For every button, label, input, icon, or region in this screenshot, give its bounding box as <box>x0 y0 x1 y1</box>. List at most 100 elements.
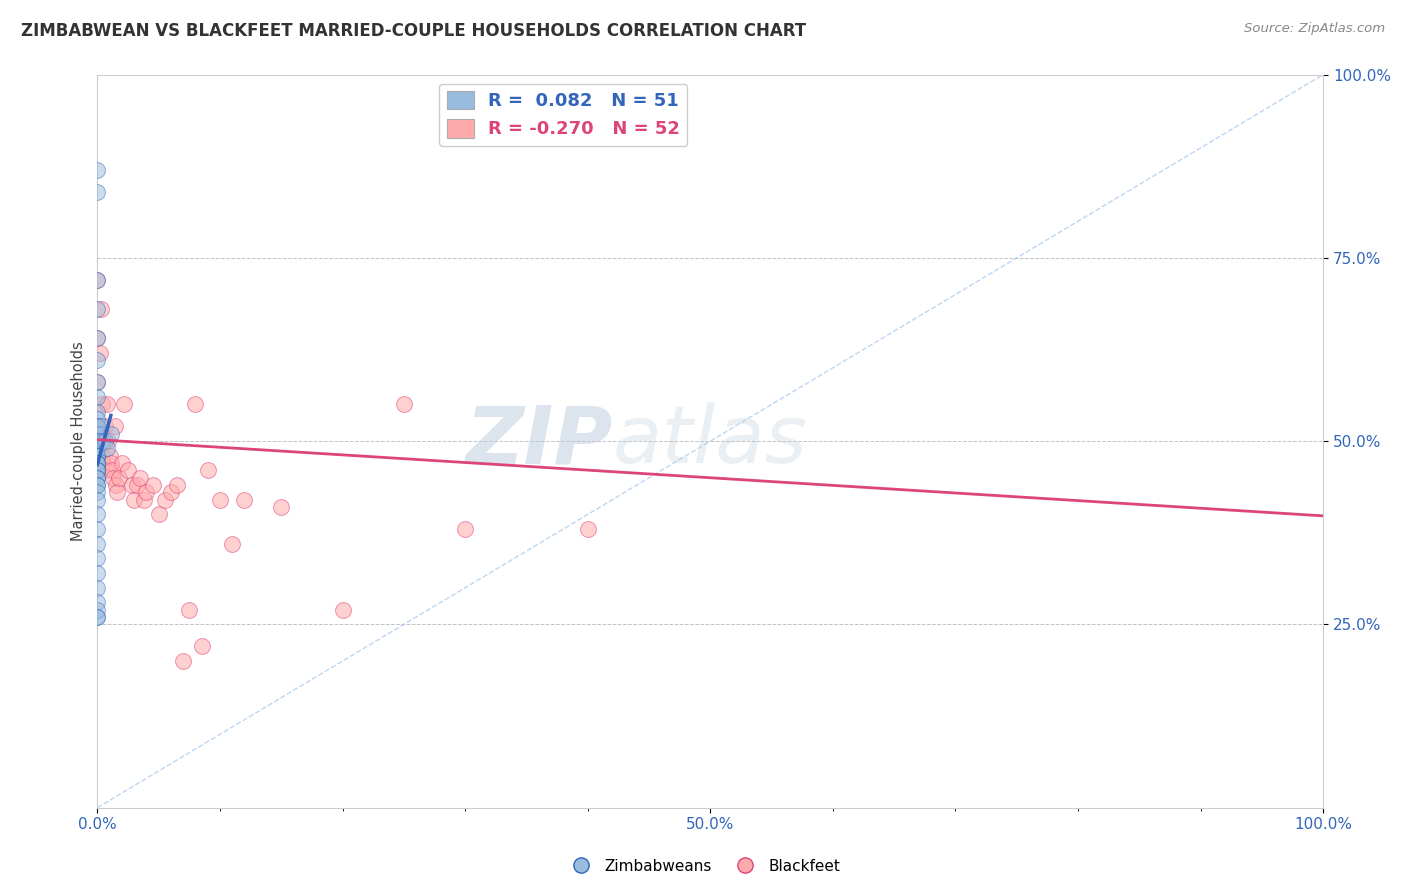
Point <box>86 463 108 477</box>
Point <box>86 485 108 500</box>
Point <box>86 551 108 566</box>
Point <box>86 302 108 317</box>
Point <box>86 566 108 580</box>
Point <box>89 346 111 360</box>
Point <box>86 390 108 404</box>
Point <box>100 456 122 470</box>
Point <box>91 397 114 411</box>
Point <box>96 397 118 411</box>
Point <box>86 376 108 390</box>
Point <box>86 426 108 441</box>
Point <box>86 426 108 441</box>
Point <box>86 581 108 595</box>
Point <box>91 449 114 463</box>
Point <box>132 492 155 507</box>
Point <box>148 508 170 522</box>
Point <box>122 492 145 507</box>
Point <box>86 273 108 287</box>
Point <box>141 478 163 492</box>
Point <box>100 426 122 441</box>
Point <box>86 456 108 470</box>
Point <box>103 471 125 485</box>
Point <box>111 456 134 470</box>
Point <box>86 603 108 617</box>
Point <box>392 397 415 411</box>
Point <box>270 500 292 514</box>
Point <box>86 463 108 477</box>
Point <box>101 463 124 477</box>
Point <box>86 595 108 609</box>
Point <box>86 471 108 485</box>
Point <box>86 471 108 485</box>
Point <box>135 485 157 500</box>
Point <box>86 434 108 449</box>
Point <box>129 471 152 485</box>
Point <box>86 442 108 456</box>
Point <box>91 434 114 449</box>
Point <box>86 508 108 522</box>
Point <box>208 492 231 507</box>
Point <box>86 412 108 426</box>
Point <box>153 492 176 507</box>
Point <box>86 442 108 456</box>
Point <box>166 478 188 492</box>
Point <box>86 185 108 199</box>
Point <box>221 537 243 551</box>
Y-axis label: Married-couple Households: Married-couple Households <box>72 342 86 541</box>
Point <box>93 456 115 470</box>
Point <box>103 419 125 434</box>
Point <box>86 478 108 492</box>
Point <box>86 463 108 477</box>
Legend: R =  0.082   N = 51, R = -0.270   N = 52: R = 0.082 N = 51, R = -0.270 N = 52 <box>439 84 688 145</box>
Point <box>87 434 110 449</box>
Text: ZIMBABWEAN VS BLACKFEET MARRIED-COUPLE HOUSEHOLDS CORRELATION CHART: ZIMBABWEAN VS BLACKFEET MARRIED-COUPLE H… <box>21 22 806 40</box>
Point <box>86 449 108 463</box>
Point <box>125 478 148 492</box>
Point <box>86 419 108 434</box>
Text: Source: ZipAtlas.com: Source: ZipAtlas.com <box>1244 22 1385 36</box>
Point <box>86 449 108 463</box>
Point <box>233 492 256 507</box>
Point <box>86 610 108 624</box>
Point <box>97 434 120 449</box>
Point <box>121 478 143 492</box>
Point <box>90 302 112 317</box>
Point <box>94 463 117 477</box>
Point <box>86 353 108 368</box>
Point <box>86 162 108 177</box>
Point <box>105 485 128 500</box>
Point <box>86 456 108 470</box>
Point <box>98 449 121 463</box>
Point <box>86 442 108 456</box>
Point <box>86 537 108 551</box>
Point <box>112 397 135 411</box>
Point <box>90 419 112 434</box>
Point <box>86 331 108 345</box>
Point <box>86 419 108 434</box>
Point <box>86 331 108 345</box>
Point <box>86 273 108 287</box>
Point <box>117 463 139 477</box>
Point <box>86 419 108 434</box>
Point <box>86 449 108 463</box>
Point <box>86 434 108 449</box>
Point <box>332 603 354 617</box>
Point <box>86 434 108 449</box>
Text: atlas: atlas <box>612 402 807 480</box>
Point <box>197 463 219 477</box>
Point <box>86 492 108 507</box>
Point <box>454 522 477 536</box>
Point <box>184 397 207 411</box>
Point <box>108 471 131 485</box>
Point <box>86 456 108 470</box>
Point <box>86 478 108 492</box>
Point <box>86 449 108 463</box>
Text: ZIP: ZIP <box>465 402 612 480</box>
Point <box>86 610 108 624</box>
Point <box>190 640 212 654</box>
Point <box>86 522 108 536</box>
Point <box>179 603 201 617</box>
Point <box>576 522 599 536</box>
Point <box>89 426 111 441</box>
Point <box>96 442 118 456</box>
